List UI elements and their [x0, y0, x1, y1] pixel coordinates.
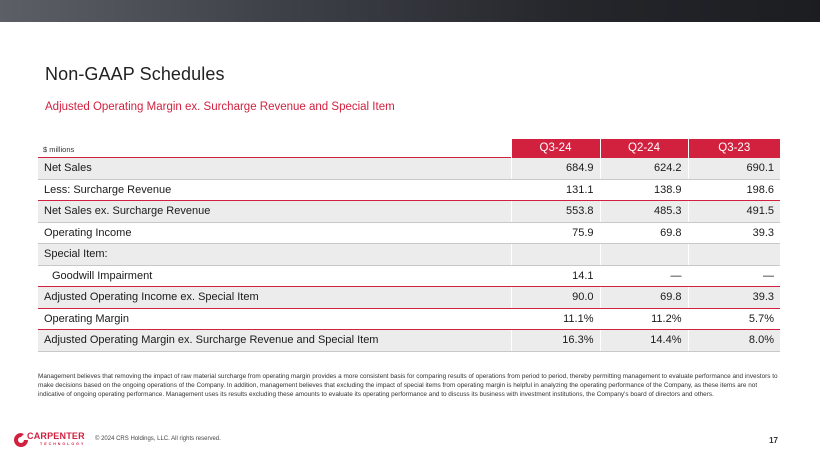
row-label: Net Sales [38, 157, 511, 180]
row-value: 11.2% [599, 308, 688, 330]
row-value: 198.6 [687, 179, 780, 201]
table-header-row: Q3-24 Q2-24 Q3-23 [38, 139, 780, 158]
column-header-q3-23: Q3-23 [687, 139, 780, 158]
row-value: 8.0% [687, 329, 780, 352]
page-title: Non-GAAP Schedules [45, 64, 225, 84]
row-value: 485.3 [599, 200, 688, 223]
row-value: 491.5 [687, 200, 780, 223]
row-value: 75.9 [510, 222, 600, 244]
financial-table: Q3-24 Q2-24 Q3-23 Net Sales 684.9 624.2 … [38, 139, 780, 352]
table-row: Less: Surcharge Revenue 131.1 138.9 198.… [38, 179, 780, 201]
table-row: Operating Margin 11.1% 11.2% 5.7% [38, 308, 780, 330]
row-value: 5.7% [687, 308, 780, 330]
row-label: Adjusted Operating Income ex. Special It… [38, 286, 511, 309]
carpenter-logo-icon [14, 433, 28, 447]
row-value: 624.2 [599, 157, 688, 180]
row-value: 69.8 [599, 222, 688, 244]
row-value: 14.4% [599, 329, 688, 352]
footnote-text: Management believes that removing the im… [38, 373, 778, 398]
row-label: Goodwill Impairment [38, 265, 511, 287]
row-label: Operating Income [38, 222, 511, 244]
row-value: 69.8 [599, 286, 688, 309]
brand-subtitle: TECHNOLOGY [40, 442, 86, 446]
row-value: 14.1 [510, 265, 600, 287]
row-label: Adjusted Operating Margin ex. Surcharge … [38, 329, 511, 352]
row-value: 684.9 [510, 157, 600, 180]
row-value: 90.0 [510, 286, 600, 309]
table-row: Net Sales 684.9 624.2 690.1 [38, 157, 780, 180]
brand-name: CARPENTER [27, 431, 85, 441]
table-row: Adjusted Operating Margin ex. Surcharge … [38, 329, 780, 352]
table-row: Goodwill Impairment 14.1 — — [38, 265, 780, 287]
row-value: 553.8 [510, 200, 600, 223]
unit-label: $ millions [43, 145, 75, 154]
row-label: Net Sales ex. Surcharge Revenue [38, 200, 511, 223]
table-row: Net Sales ex. Surcharge Revenue 553.8 48… [38, 200, 780, 223]
page-number: 17 [769, 436, 778, 445]
top-header-bar [0, 0, 820, 22]
row-value: 11.1% [510, 308, 600, 330]
row-label: Less: Surcharge Revenue [38, 179, 511, 201]
row-value: 131.1 [510, 179, 600, 201]
row-value: 39.3 [687, 222, 780, 244]
header-blank-cell [38, 139, 511, 158]
column-header-q2-24: Q2-24 [599, 139, 688, 158]
table-row: Adjusted Operating Income ex. Special It… [38, 286, 780, 309]
row-value [687, 243, 780, 266]
table-row: Operating Income 75.9 69.8 39.3 [38, 222, 780, 244]
row-value: 39.3 [687, 286, 780, 309]
table-row: Special Item: [38, 243, 780, 266]
row-value: — [599, 265, 688, 287]
column-header-q3-24: Q3-24 [510, 139, 600, 158]
row-value [510, 243, 600, 266]
row-value: 690.1 [687, 157, 780, 180]
row-label: Operating Margin [38, 308, 511, 330]
row-label: Special Item: [38, 243, 511, 266]
copyright-text: © 2024 CRS Holdings, LLC. All rights res… [95, 436, 221, 442]
row-value: 16.3% [510, 329, 600, 352]
row-value: 138.9 [599, 179, 688, 201]
page-subtitle: Adjusted Operating Margin ex. Surcharge … [45, 101, 395, 113]
row-value [599, 243, 688, 266]
row-value: — [687, 265, 780, 287]
